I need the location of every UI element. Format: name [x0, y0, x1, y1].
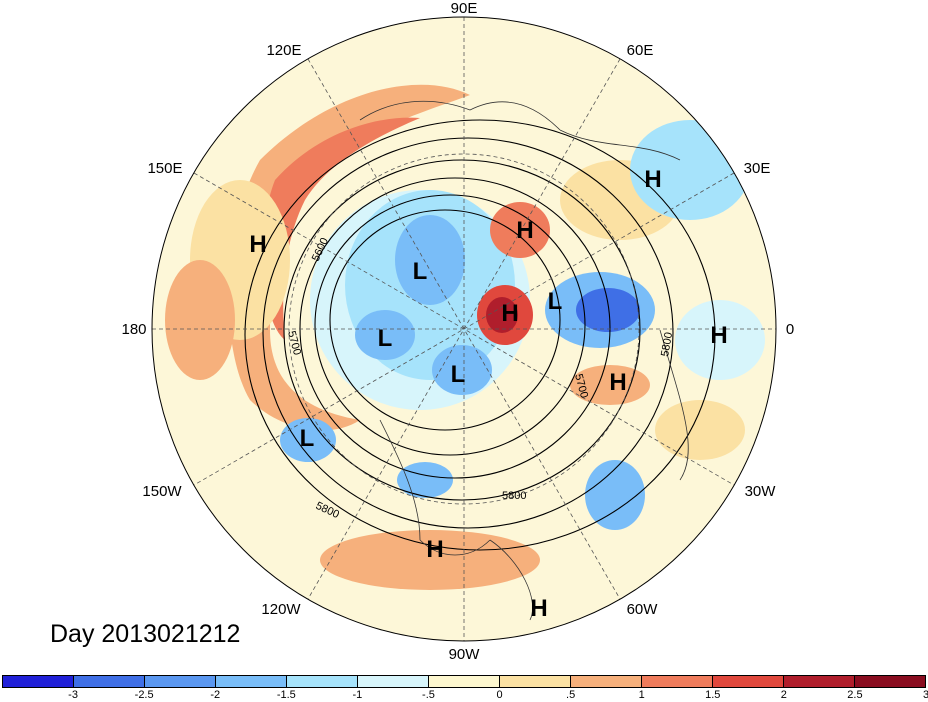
lon-label-90w: 90W [449, 646, 481, 663]
colorbar-tick-label: .5 [566, 689, 576, 701]
lon-label-180: 180 [121, 321, 146, 338]
lon-label-120w: 120W [261, 601, 301, 618]
day-label: Day 2013021212 [50, 620, 241, 648]
lon-label-30e: 30E [744, 160, 771, 177]
colorbar-segment [855, 676, 925, 687]
colorbar-tick-label: 2 [780, 689, 787, 701]
lon-label-30w: 30W [745, 483, 777, 500]
pressure-center-high: H [501, 300, 518, 327]
colorbar-tick-label: -2.5 [134, 689, 154, 701]
colorbar-segment [429, 676, 500, 687]
pressure-center-low: L [378, 325, 393, 352]
contour-label: 5800 [659, 331, 675, 357]
colorbar-segment [571, 676, 642, 687]
colorbar-tick-label: 3 [922, 689, 928, 701]
warm-atlantic [570, 365, 650, 405]
colorbar-tick-label: 1.5 [705, 689, 721, 701]
pressure-center-low: L [451, 361, 466, 388]
colorbar-segment [642, 676, 713, 687]
colorbar-segment [74, 676, 145, 687]
cold-center-2 [355, 310, 415, 360]
cold-europe-core [576, 288, 640, 332]
anomaly-field [165, 84, 765, 621]
colorbar-tick-label: -2 [210, 689, 221, 701]
pressure-center-high: H [609, 369, 626, 396]
colorbar-tick-label: -.5 [422, 689, 435, 701]
warm-greenland-core [486, 297, 518, 333]
lon-label-60e: 60E [627, 42, 654, 59]
pressure-center-low: L [548, 288, 563, 315]
coastlines [359, 100, 689, 621]
cold-pacific [280, 418, 336, 462]
warm-gulf [320, 530, 540, 590]
colorbar-tick-label: -1.5 [276, 689, 296, 701]
lon-label-60w: 60W [627, 601, 659, 618]
colorbar-segment [3, 676, 74, 687]
warm-core [262, 117, 420, 340]
lon-label-150e: 150E [147, 160, 182, 177]
lon-label-120e: 120E [266, 42, 301, 59]
lon-label-0: 0 [786, 321, 794, 338]
height-contours [244, 119, 716, 551]
pressure-center-high: H [644, 166, 661, 193]
pressure-center-high: H [516, 217, 533, 244]
pressure-center-high: H [426, 536, 443, 563]
map-border [151, 16, 777, 642]
colorbar-tick-label: 2.5 [847, 689, 863, 701]
colorbar-tick-label: -3 [68, 689, 78, 701]
cold-mideast [675, 300, 765, 380]
colorbar-segment [145, 676, 216, 687]
graticule [152, 17, 776, 641]
cold-us [397, 462, 453, 498]
warm-africa [655, 400, 745, 460]
lon-label-90e: 90E [451, 0, 478, 17]
colorbar-segment [500, 676, 571, 687]
cold-center-1 [395, 215, 465, 305]
lon-label-150w: 150W [142, 483, 182, 500]
colorbar-tick-label: -1 [352, 689, 363, 701]
cold-center-3 [432, 345, 492, 395]
colorbar-segment [784, 676, 855, 687]
colorbar-segment [713, 676, 784, 687]
pressure-center-low: L [413, 258, 428, 285]
contour-label: 5800 [502, 490, 526, 502]
colorbar-segment [287, 676, 358, 687]
colorbar [2, 675, 926, 688]
colorbar-tick-label: 0 [496, 689, 503, 701]
pressure-center-high: H [710, 322, 727, 349]
warm-greenland-n [490, 202, 550, 258]
warm-west [165, 260, 235, 380]
cold-atlantic [585, 460, 645, 530]
colorbar-tick-label: 1 [638, 689, 645, 701]
pressure-center-high: H [249, 231, 266, 258]
colorbar-segment [358, 676, 429, 687]
pressure-center-low: L [300, 425, 315, 452]
colorbar-segment [216, 676, 287, 687]
pressure-center-high: H [530, 595, 547, 622]
